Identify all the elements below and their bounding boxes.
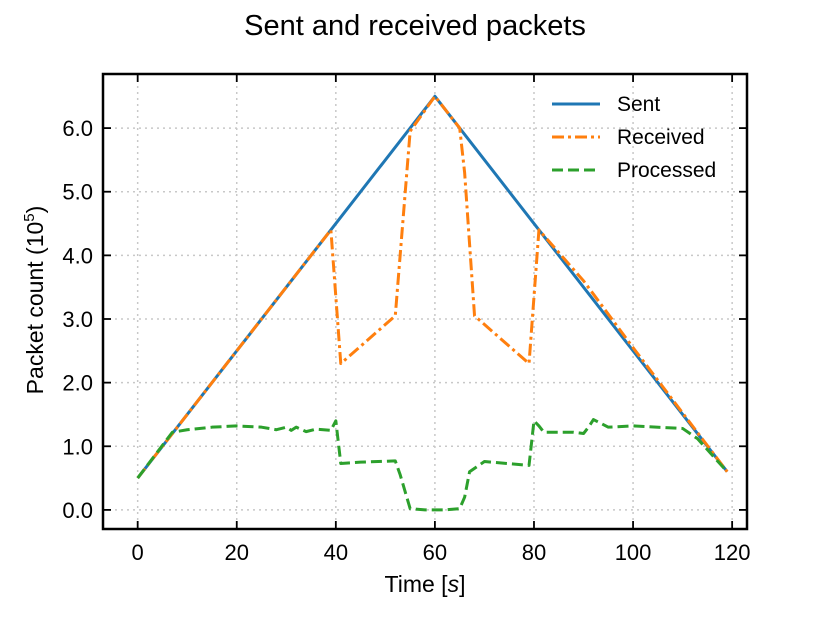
legend-label-processed: Processed — [617, 159, 716, 182]
y-tick-label: 1.0 — [62, 434, 93, 459]
legend-label-sent: Sent — [617, 93, 660, 116]
series-line-sent — [136, 94, 729, 480]
y-tick-label: 0.0 — [62, 498, 93, 523]
x-tick-label: 0 — [132, 540, 144, 565]
x-tick-label: 120 — [714, 540, 751, 565]
x-axis-label-unit: s — [448, 571, 460, 597]
x-tick-label: 20 — [225, 540, 249, 565]
series-lines — [136, 94, 729, 512]
x-tick-label: 40 — [324, 540, 348, 565]
y-axis-label-exponent: 5 — [21, 213, 38, 221]
y-tick-label: 6.0 — [62, 116, 93, 141]
grid — [103, 74, 747, 529]
y-tick-label: 3.0 — [62, 307, 93, 332]
y-axis-label-close: ) — [22, 206, 48, 214]
x-tick-label: 100 — [615, 540, 652, 565]
y-axis-label-text: Packet count (10 — [22, 222, 48, 395]
y-tick-label: 4.0 — [62, 243, 93, 268]
y-axis-label: Packet count (105) — [21, 206, 48, 395]
x-tick-label: 60 — [423, 540, 447, 565]
y-tick-label: 2.0 — [62, 371, 93, 396]
plot-frame — [101, 72, 749, 531]
x-tick-label: 80 — [522, 540, 546, 565]
legend-label-received: Received — [617, 126, 705, 149]
series-line-received — [136, 94, 729, 480]
x-axis-label-text: Time [ — [385, 571, 449, 597]
axis-ticks: 0 20 40 60 80 100 120 0.0 1.0 2.0 3.0 4.0 5.0 6.0 — [62, 74, 750, 565]
x-axis-label-close: ] — [459, 571, 465, 597]
y-tick-label: 5.0 — [62, 180, 93, 205]
chart-title: Sent and received packets — [244, 10, 586, 42]
x-axis-label: Time [s] — [385, 571, 466, 597]
series-line-processed — [136, 418, 729, 512]
legend: Sent Received Processed — [552, 93, 716, 182]
